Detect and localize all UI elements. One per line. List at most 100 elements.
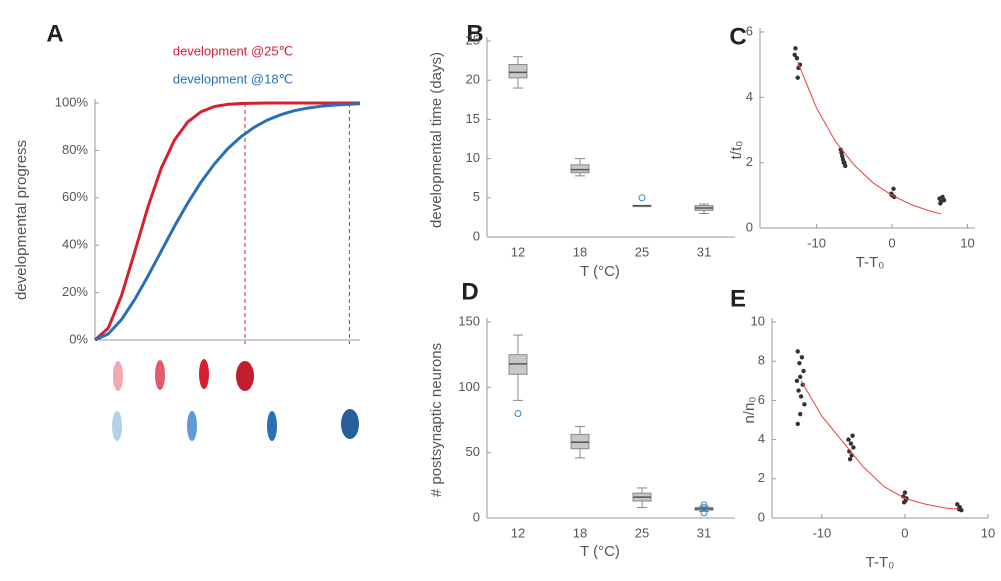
- point: [795, 421, 800, 427]
- x-tick-label: 0: [888, 235, 895, 250]
- box: [570, 164, 590, 174]
- point: [842, 160, 847, 165]
- y-tick-label: 40%: [62, 237, 88, 252]
- fly-icon: [236, 361, 254, 391]
- point: [796, 388, 801, 393]
- x-axis-label: T (°C): [580, 543, 620, 560]
- outlier: [700, 509, 708, 517]
- point: [941, 198, 947, 203]
- point: [851, 445, 856, 450]
- point: [801, 368, 806, 374]
- x-tick-label: 12: [511, 244, 525, 259]
- y-tick-label: 0: [758, 509, 765, 524]
- point: [847, 449, 852, 454]
- outlier: [700, 504, 708, 512]
- point: [847, 457, 853, 462]
- larva-icons: [112, 359, 359, 441]
- point: [794, 378, 800, 383]
- panel-label: C: [729, 23, 746, 50]
- y-tick-label: 150: [458, 313, 480, 328]
- panel-label: B: [466, 20, 483, 47]
- larva-icon: [112, 411, 122, 441]
- panel-label: E: [730, 285, 746, 312]
- point: [938, 201, 943, 206]
- point: [802, 402, 807, 407]
- panel-label: D: [461, 278, 478, 305]
- larva-icon: [187, 411, 197, 441]
- point: [793, 46, 798, 51]
- x-tick-label: 25: [635, 244, 649, 259]
- point: [797, 360, 802, 366]
- point: [799, 355, 805, 360]
- y-tick-label: 6: [758, 392, 765, 407]
- point: [959, 507, 964, 513]
- y-tick-label: 4: [758, 431, 765, 446]
- y-axis-label: # postsynaptic neurons: [428, 343, 445, 497]
- y-tick-label: 25: [466, 32, 480, 47]
- point: [839, 150, 844, 156]
- x-tick-label: 0: [901, 525, 908, 540]
- series-line: [94, 101, 360, 342]
- x-tick-label: 18: [573, 525, 587, 540]
- larva-icon: [267, 411, 277, 441]
- point: [792, 52, 797, 58]
- point: [795, 349, 800, 354]
- series-line: [94, 102, 361, 342]
- y-tick-label: 0%: [69, 331, 88, 346]
- y-tick-label: 5: [473, 189, 480, 204]
- panel-label: A: [46, 20, 63, 47]
- x-axis-label: T (°C): [580, 263, 620, 280]
- y-tick-label: 20%: [62, 284, 88, 299]
- y-tick-label: 0: [473, 228, 480, 243]
- point: [889, 191, 894, 196]
- x-tick-label: 10: [981, 525, 995, 540]
- fit-line: [797, 61, 942, 215]
- box: [508, 64, 528, 79]
- fit-line: [800, 380, 959, 510]
- y-tick-label: 15: [466, 111, 480, 126]
- y-axis-label: developmental progress: [13, 140, 30, 300]
- point: [850, 433, 855, 438]
- larva-icon: [155, 360, 165, 390]
- y-tick-label: 100%: [55, 94, 89, 109]
- point: [955, 502, 960, 507]
- y-tick-label: 2: [758, 470, 765, 485]
- x-tick-label: 31: [697, 525, 711, 540]
- y-tick-label: 50: [466, 444, 480, 459]
- point: [846, 437, 851, 442]
- point: [901, 500, 907, 505]
- outlier: [638, 194, 646, 202]
- point: [798, 394, 804, 399]
- point: [891, 186, 896, 191]
- y-tick-label: 60%: [62, 189, 88, 204]
- x-tick-label: 12: [511, 525, 525, 540]
- y-tick-label: 4: [746, 89, 753, 104]
- x-axis-label: T-T₀: [866, 554, 895, 571]
- y-tick-label: 8: [758, 353, 765, 368]
- x-tick-label: -10: [807, 235, 826, 250]
- x-tick-label: 10: [960, 235, 974, 250]
- x-axis-label: T-T₀: [856, 254, 885, 271]
- fly-icon: [341, 409, 359, 439]
- x-tick-label: 18: [573, 244, 587, 259]
- y-tick-label: 0: [746, 219, 753, 234]
- point: [902, 490, 908, 495]
- x-tick-label: -10: [812, 525, 831, 540]
- y-tick-label: 10: [751, 313, 765, 328]
- y-tick-label: 0: [473, 509, 480, 524]
- y-axis-label: developmental time (days): [428, 52, 445, 228]
- point: [798, 374, 803, 380]
- larva-icon: [113, 361, 123, 391]
- point: [940, 194, 945, 200]
- outlier: [514, 409, 522, 417]
- y-tick-label: 80%: [62, 142, 88, 157]
- larva-icon: [199, 359, 209, 389]
- y-tick-label: 6: [746, 23, 753, 38]
- y-tick-label: 100: [458, 379, 480, 394]
- point: [794, 55, 800, 61]
- point: [795, 75, 800, 80]
- legend-entry: development @25℃: [173, 43, 293, 58]
- legend-entry: development @18℃: [173, 71, 293, 86]
- outlier: [700, 501, 708, 509]
